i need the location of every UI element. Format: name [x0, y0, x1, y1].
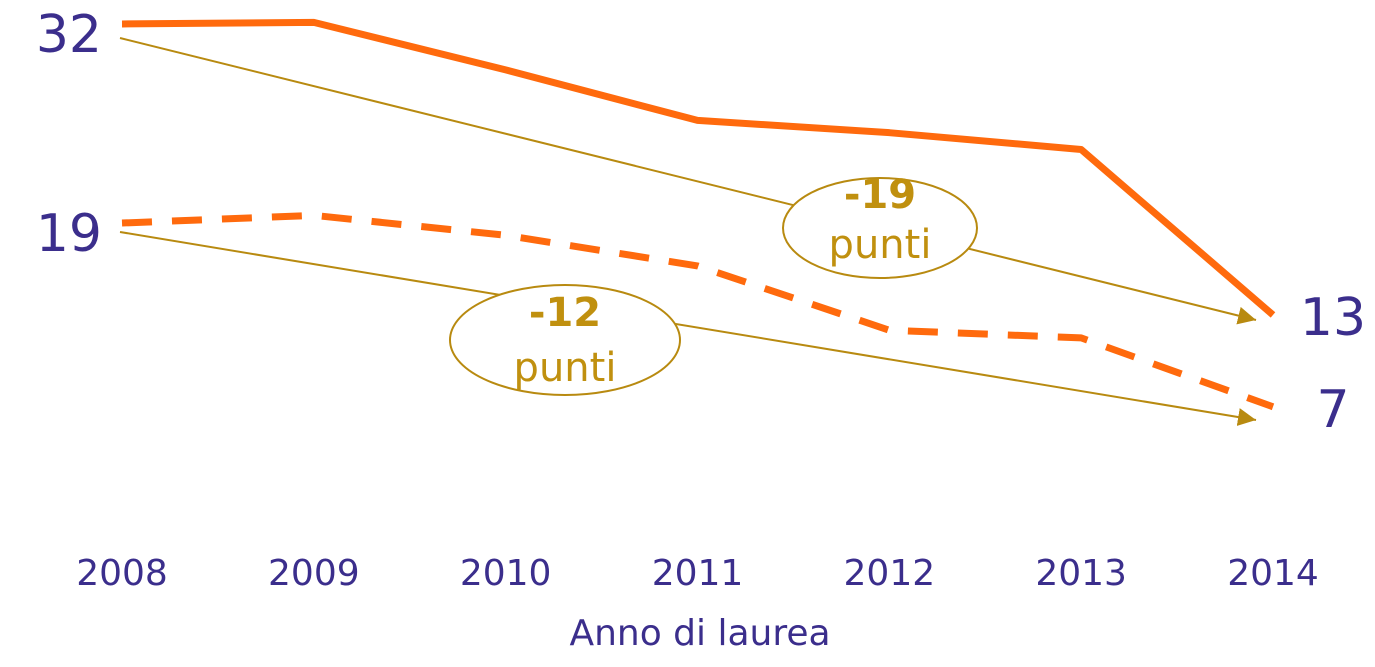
data-label: 19 — [36, 204, 102, 264]
annotation-bubble — [782, 177, 978, 279]
line-series — [121, 18, 1276, 318]
data-label: 13 — [1300, 288, 1366, 348]
annotation-value: -19 — [844, 172, 916, 218]
x-tick-label: 2010 — [460, 553, 552, 594]
line-series — [121, 211, 1275, 411]
annotation-bubble — [449, 284, 681, 396]
x-tick-label: 2011 — [652, 553, 744, 594]
x-tick-label: 2014 — [1227, 553, 1319, 594]
arrow — [119, 37, 1257, 325]
x-tick-label: 2009 — [268, 553, 360, 594]
arrow — [119, 231, 1257, 426]
annotation-unit: punti — [829, 222, 932, 268]
x-tick-label: 2008 — [76, 553, 168, 594]
annotation-value: -12 — [529, 290, 601, 336]
data-label: 32 — [36, 5, 102, 65]
x-tick-label: 2012 — [844, 553, 936, 594]
x-tick-label: 2013 — [1035, 553, 1127, 594]
data-label: 7 — [1316, 380, 1349, 440]
x-axis-title: Anno di laurea — [569, 613, 830, 654]
annotation-unit: punti — [514, 345, 617, 391]
